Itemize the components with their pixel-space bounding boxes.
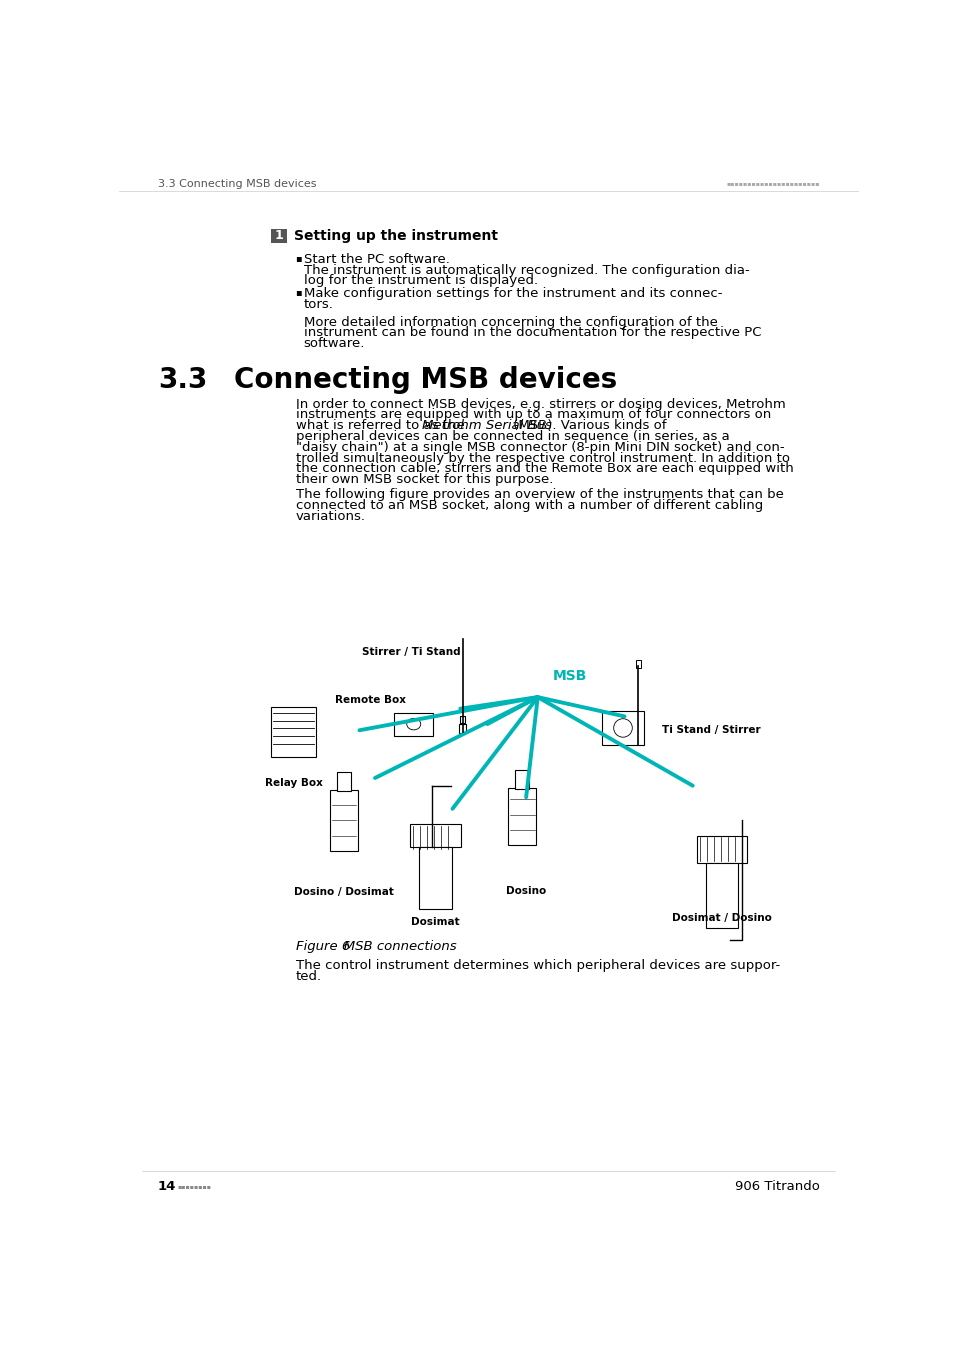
Text: ▪▪▪▪▪▪▪▪▪▪▪▪▪▪▪▪▪▪▪▪▪▪: ▪▪▪▪▪▪▪▪▪▪▪▪▪▪▪▪▪▪▪▪▪▪: [725, 181, 819, 186]
Bar: [515, 769, 529, 790]
Text: instruments are equipped with up to a maximum of four connectors on: instruments are equipped with up to a ma…: [295, 409, 770, 421]
Text: connected to an MSB socket, along with a number of different cabling: connected to an MSB socket, along with a…: [295, 500, 762, 512]
Text: Figure 6: Figure 6: [295, 940, 350, 953]
Bar: [458, 724, 466, 733]
Bar: [601, 710, 643, 745]
Circle shape: [613, 718, 632, 737]
Text: tors.: tors.: [303, 297, 334, 310]
Text: ▪▪▪▪▪▪▪▪: ▪▪▪▪▪▪▪▪: [177, 1184, 212, 1188]
Text: ▪: ▪: [294, 286, 301, 297]
Ellipse shape: [406, 718, 420, 730]
Text: log for the instrument is displayed.: log for the instrument is displayed.: [303, 274, 537, 288]
Text: MSB connections: MSB connections: [331, 940, 456, 953]
Text: Dosimat: Dosimat: [411, 917, 459, 926]
Text: 3.3 Connecting MSB devices: 3.3 Connecting MSB devices: [158, 178, 316, 189]
Bar: [636, 660, 640, 668]
Text: Remote Box: Remote Box: [335, 695, 406, 705]
Text: In order to connect MSB devices, e.g. stirrers or dosing devices, Metrohm: In order to connect MSB devices, e.g. st…: [295, 398, 785, 410]
Text: software.: software.: [303, 336, 365, 350]
Bar: [705, 863, 738, 929]
Text: the connection cable, stirrers and the Remote Box are each equipped with: the connection cable, stirrers and the R…: [295, 462, 793, 475]
Text: 906 Titrando: 906 Titrando: [734, 1180, 819, 1192]
Text: "daisy chain") at a single MSB connector (8-pin Mini DIN socket) and con-: "daisy chain") at a single MSB connector…: [295, 440, 783, 454]
Bar: [418, 848, 452, 909]
Text: ▪: ▪: [294, 252, 301, 263]
Text: Dosimat / Dosino: Dosimat / Dosino: [672, 913, 771, 923]
Text: 14: 14: [158, 1180, 176, 1192]
Text: The instrument is automatically recognized. The configuration dia-: The instrument is automatically recogniz…: [303, 263, 749, 277]
Text: trolled simultaneously by the respective control instrument. In addition to: trolled simultaneously by the respective…: [295, 451, 789, 464]
Text: Connecting MSB devices: Connecting MSB devices: [233, 366, 617, 394]
Text: Stirrer / Ti Stand: Stirrer / Ti Stand: [362, 647, 460, 657]
Bar: [410, 825, 460, 848]
Text: Metrohm Serial Bus: Metrohm Serial Bus: [422, 420, 552, 432]
Text: Ti Stand / Stirrer: Ti Stand / Stirrer: [661, 725, 760, 736]
Text: ted.: ted.: [295, 969, 322, 983]
Text: The control instrument determines which peripheral devices are suppor-: The control instrument determines which …: [295, 958, 780, 972]
Text: Setting up the instrument: Setting up the instrument: [294, 230, 497, 243]
Bar: [394, 713, 433, 736]
Text: instrument can be found in the documentation for the respective PC: instrument can be found in the documenta…: [303, 325, 760, 339]
Text: 1: 1: [274, 230, 283, 243]
Bar: [459, 717, 464, 722]
Text: what is referred to as the: what is referred to as the: [295, 420, 469, 432]
Text: Dosino: Dosino: [505, 886, 546, 896]
Text: Dosino / Dosimat: Dosino / Dosimat: [294, 887, 394, 898]
Text: peripheral devices can be connected in sequence (in series, as a: peripheral devices can be connected in s…: [295, 429, 729, 443]
Text: their own MSB socket for this purpose.: their own MSB socket for this purpose.: [295, 472, 553, 486]
Bar: [508, 787, 536, 845]
Bar: [271, 230, 286, 243]
Text: Make configuration settings for the instrument and its connec-: Make configuration settings for the inst…: [303, 286, 721, 300]
Text: variations.: variations.: [295, 510, 366, 522]
Bar: [271, 707, 315, 757]
Bar: [330, 790, 357, 850]
Text: Relay Box: Relay Box: [264, 778, 322, 788]
Text: Start the PC software.: Start the PC software.: [303, 252, 449, 266]
Text: MSB: MSB: [553, 670, 587, 683]
Bar: [697, 836, 746, 863]
Text: More detailed information concerning the configuration of the: More detailed information concerning the…: [303, 316, 717, 329]
Bar: [336, 772, 351, 791]
Text: (MSB). Various kinds of: (MSB). Various kinds of: [509, 420, 666, 432]
Text: The following figure provides an overview of the instruments that can be: The following figure provides an overvie…: [295, 489, 783, 501]
Text: 3.3: 3.3: [158, 366, 207, 394]
